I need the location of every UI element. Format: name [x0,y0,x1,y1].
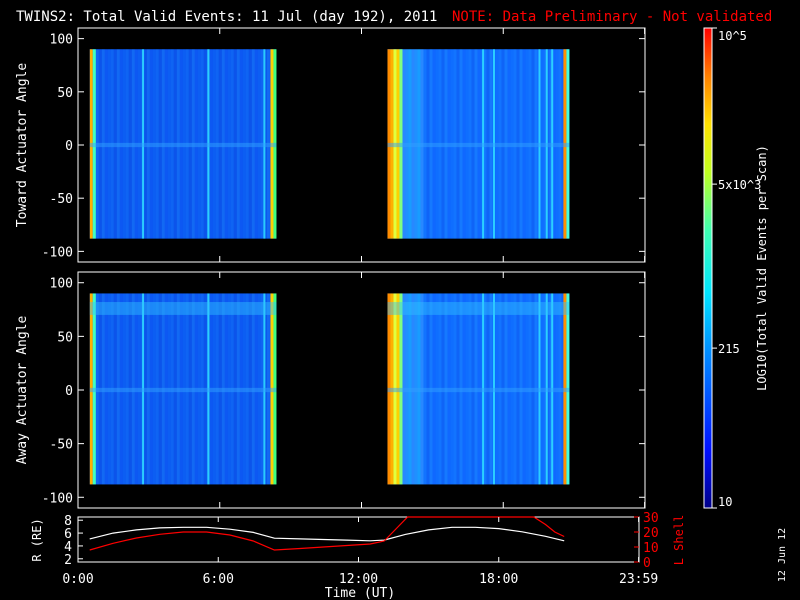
orbit-x-tick-label: 12:00 [339,572,378,587]
toward-x-ticks [77,28,646,262]
away-y-tick-label: 0 [65,384,73,399]
toward-y-tick-label: 50 [57,86,73,101]
away-y-tick-label: -100 [42,491,73,506]
colorbar-label: LOG10(Total Valid Events per Scan) [755,145,769,391]
orbit-frame [77,516,640,563]
toward-zero-band [387,142,570,148]
toward-y-tick-label: 0 [65,139,73,154]
toward-segment-1 [89,49,277,239]
orbit-x-label: Time (UT) [325,586,395,600]
away-y-ticks: 100 50 0 -50 -100 [42,277,645,506]
figure-title: TWINS2: Total Valid Events: 11 Jul (day … [16,9,437,25]
away-segment-2 [387,293,570,485]
date-stamp: 12 Jun 12 [777,528,788,582]
away-zero-band [387,387,570,393]
away-heatmap-data [89,293,570,485]
colorbar-gradient [703,27,713,509]
colorbar: 10 215 5x10^3 10^5 LOG10(Total Valid Events… [703,27,769,509]
away-y-tick-label: 100 [50,277,73,292]
away-x-ticks [77,272,646,508]
away-segment-1 [89,293,277,485]
toward-y-ticks: 100 50 0 -50 -100 [42,33,645,260]
toward-y-tick-label: -50 [50,192,73,207]
orbit-x-tick-label: 0:00 [62,572,93,587]
toward-y-tick-label: -100 [42,245,73,260]
toward-y-tick-label: 100 [50,33,73,48]
orbit-y2-tick-label: 20 [643,526,659,541]
away-y-tick-label: -50 [50,438,73,453]
colorbar-tick-label: 215 [718,342,740,356]
toward-panel: 100 50 0 -50 -100 Toward Actuator Angle [15,27,646,263]
orbit-y2-tick-label: 30 [643,511,659,526]
orbit-x-tick-label: 18:00 [479,572,518,587]
away-y-label: Away Actuator Angle [15,315,30,464]
orbit-y2-tick-label: 0 [643,556,651,571]
orbit-x-tick-label: 23:59 [619,572,658,587]
colorbar-tick-label: 10^5 [718,29,747,43]
r-line [89,526,565,542]
away-y-tick-label: 50 [57,330,73,345]
toward-zero-band [89,142,277,148]
orbit-y-tick-label: 8 [64,514,72,529]
colorbar-tick-label: 5x10^3 [718,178,761,192]
orbit-y-label-right: L Shell [672,515,686,566]
away-top-band [387,302,570,315]
orbit-x-tick-label: 6:00 [203,572,234,587]
away-top-band [89,302,277,315]
toward-segment-2 [387,49,570,239]
toward-y-label: Toward Actuator Angle [15,63,30,228]
orbit-y-tick-label: 2 [64,553,72,568]
colorbar-tick-label: 10 [718,495,732,509]
colorbar-ticks: 10 215 5x10^3 10^5 [712,27,761,509]
orbit-y-tick-label: 6 [64,527,72,542]
orbit-y-label-left: R (RE) [30,518,44,561]
orbit-lines [89,516,565,551]
orbit-y2-tick-label: 10 [643,541,659,556]
l-shell-line [89,516,565,551]
away-panel: 100 50 0 -50 -100 Away Actuator Angle [15,271,646,509]
orbit-y-tick-label: 4 [64,540,72,555]
away-zero-band [89,387,277,393]
preliminary-note: NOTE: Data Preliminary - Not validated [452,9,772,25]
toward-heatmap-data [89,49,570,239]
